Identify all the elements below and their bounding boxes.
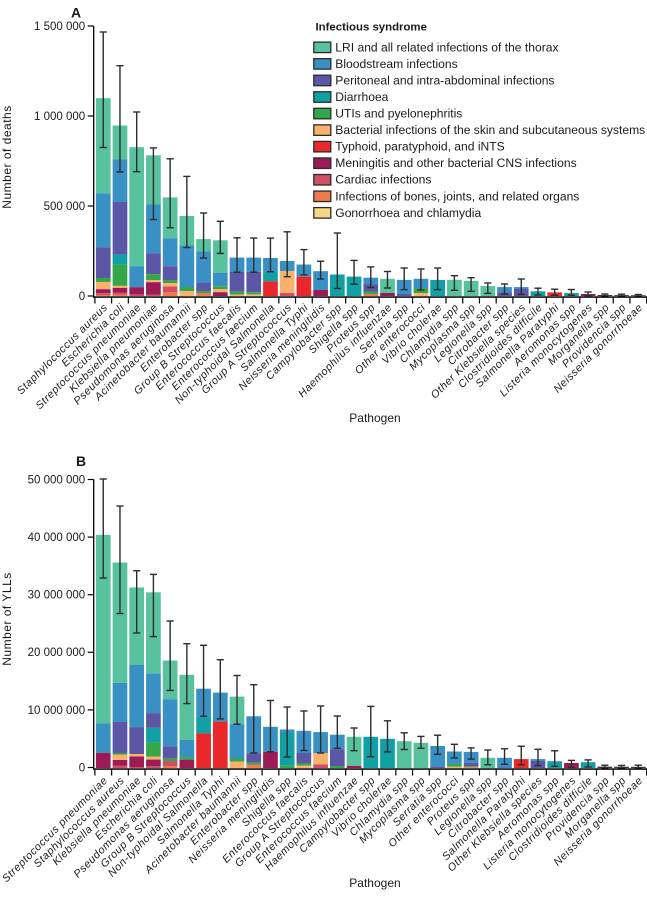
svg-text:20 000 000: 20 000 000 [28, 647, 86, 659]
svg-text:Number of YLLs: Number of YLLs [0, 572, 14, 666]
svg-text:Bloodstream infections: Bloodstream infections [335, 57, 457, 71]
svg-text:Diarrhoea: Diarrhoea [335, 90, 388, 104]
svg-text:Gonorrhoea and chlamydia: Gonorrhoea and chlamydia [335, 206, 481, 220]
svg-text:50 000 000: 50 000 000 [28, 474, 86, 486]
svg-text:Cardiac infections: Cardiac infections [335, 173, 431, 187]
svg-text:Infectious syndrome: Infectious syndrome [316, 22, 427, 34]
svg-text:B: B [76, 453, 86, 469]
svg-text:1 000 000: 1 000 000 [34, 111, 85, 123]
svg-text:Meningitis and other bacterial: Meningitis and other bacterial CNS infec… [335, 156, 576, 170]
svg-text:Number of deaths: Number of deaths [0, 105, 14, 208]
svg-text:30 000 000: 30 000 000 [28, 590, 86, 602]
svg-text:0: 0 [79, 291, 85, 303]
svg-text:Infections of bones, joints, a: Infections of bones, joints, and related… [335, 189, 579, 203]
svg-text:A: A [71, 5, 81, 21]
svg-text:40 000 000: 40 000 000 [28, 532, 86, 544]
svg-text:Peritoneal and intra-abdominal: Peritoneal and intra-abdominal infection… [335, 73, 554, 87]
svg-text:UTIs and pyelonephritis: UTIs and pyelonephritis [335, 107, 462, 121]
svg-text:Pathogen: Pathogen [349, 411, 400, 425]
svg-text:1 500 000: 1 500 000 [34, 21, 85, 33]
svg-text:LRI and all related infections: LRI and all related infections of the th… [335, 40, 558, 54]
svg-text:Pathogen: Pathogen [349, 876, 400, 890]
svg-text:500 000: 500 000 [44, 201, 86, 213]
svg-text:Bacterial infections of the sk: Bacterial infections of the skin and sub… [335, 123, 645, 137]
svg-text:Typhoid, paratyphoid, and iNTS: Typhoid, paratyphoid, and iNTS [335, 140, 504, 154]
svg-text:0: 0 [79, 762, 85, 774]
svg-text:10 000 000: 10 000 000 [28, 705, 86, 717]
